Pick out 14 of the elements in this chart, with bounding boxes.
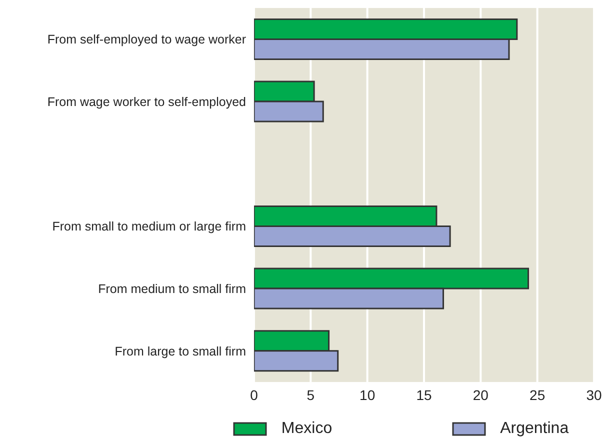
- y-tick-label: From self-employed to wage worker: [47, 32, 246, 47]
- x-tick-label: 25: [530, 386, 546, 403]
- x-tick-label: 10: [360, 386, 376, 403]
- y-tick-label: From medium to small firm: [98, 282, 246, 296]
- y-tick-label: From wage worker to self-employed: [47, 94, 246, 109]
- y-tick-label: From small to medium or large firm: [52, 220, 246, 234]
- x-tick-label: 0: [250, 386, 258, 403]
- x-tick-label: 5: [306, 386, 315, 403]
- y-tick-label: From large to small firm: [114, 344, 246, 358]
- x-tick-label: 30: [586, 386, 602, 403]
- x-tick-label: 20: [472, 386, 489, 403]
- legend-label: Mexico: [280, 420, 332, 438]
- legend-label: Argentina: [499, 420, 569, 438]
- x-tick-label: 15: [416, 386, 432, 403]
